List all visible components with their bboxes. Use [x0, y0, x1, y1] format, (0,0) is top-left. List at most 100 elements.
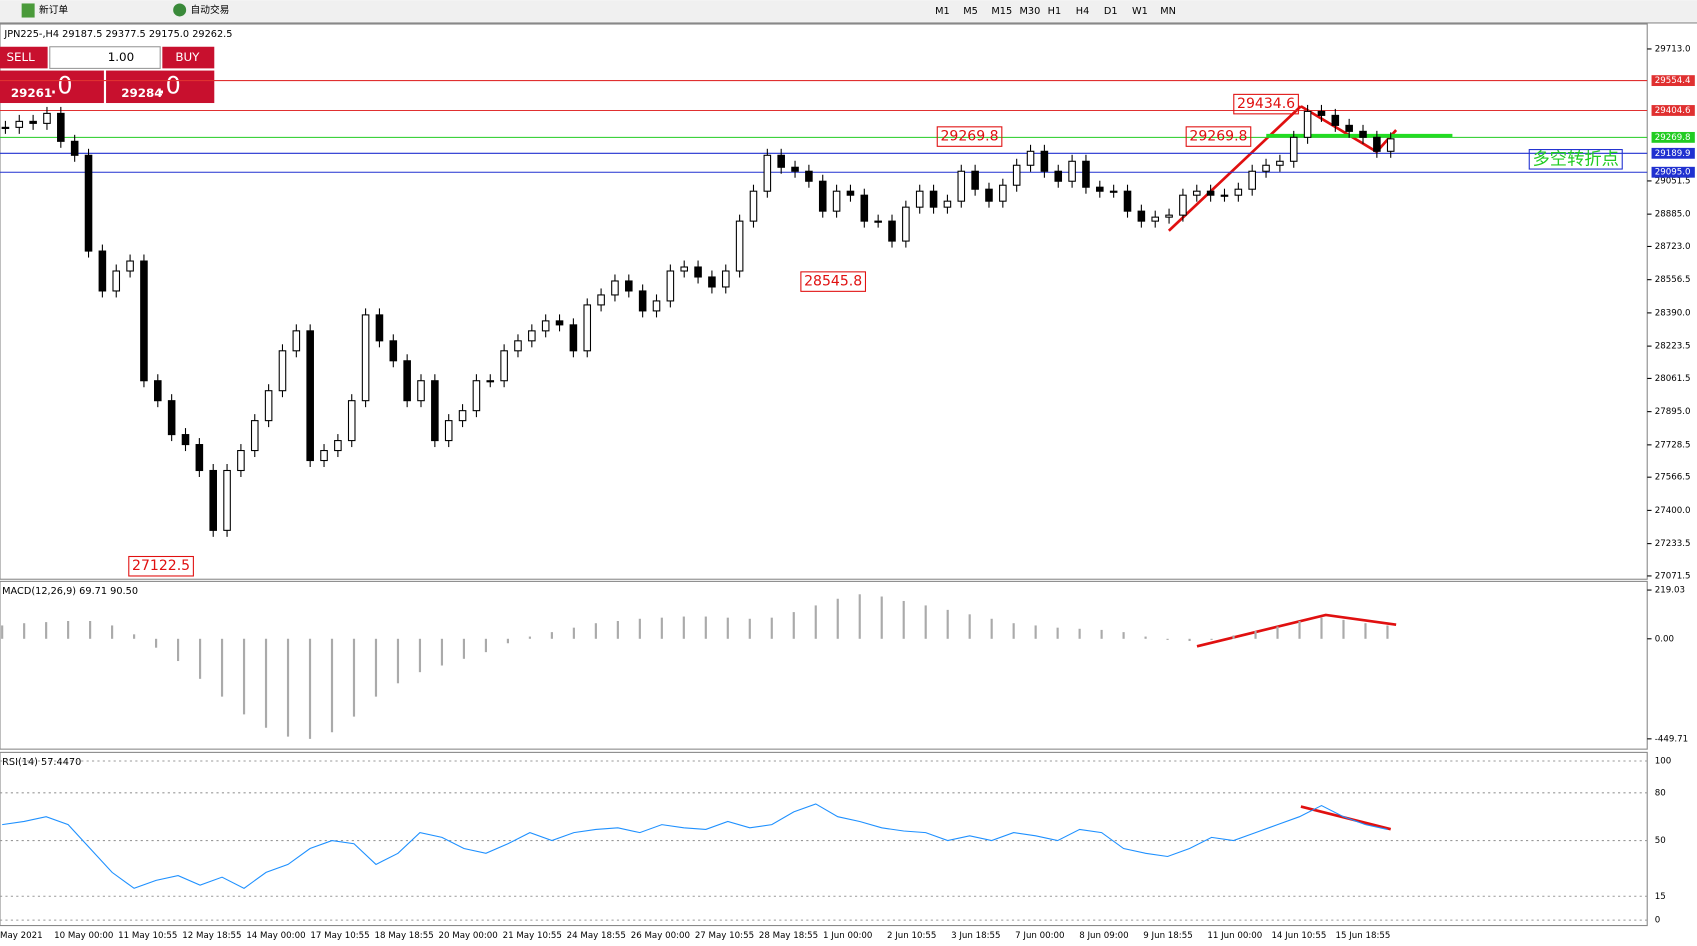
candle [209, 469, 217, 531]
timeframe[interactable]: MN [1160, 6, 1176, 17]
new-order[interactable]: 新订单 [39, 3, 68, 16]
candle [528, 330, 536, 342]
candle [514, 340, 522, 352]
candle [15, 120, 24, 128]
candle [1359, 130, 1367, 138]
level-tag [1651, 75, 1695, 87]
buy-label[interactable]: BUY [175, 50, 200, 64]
candle [112, 270, 121, 292]
x-tick-label: 9 Jun 18:55 [1143, 931, 1192, 941]
candle [888, 220, 896, 242]
y-tick-label: 28223.5 [1655, 342, 1691, 352]
candle [57, 112, 65, 142]
y-tick-label: 27728.5 [1655, 440, 1691, 450]
candle [29, 120, 37, 124]
candle [500, 350, 508, 382]
candle [708, 276, 716, 288]
candle [1179, 194, 1187, 216]
x-tick-label: 21 May 10:55 [503, 931, 562, 941]
y-tick-label: 27233.5 [1655, 539, 1691, 549]
sell-button[interactable] [0, 46, 48, 69]
candle [1220, 194, 1229, 197]
timeframe[interactable]: D1 [1104, 6, 1118, 17]
chart-header: JPN225-,H4 29187.5 29377.5 29175.0 29262… [3, 29, 232, 40]
candle [1248, 170, 1256, 190]
x-tick-label: 11 Jun 00:00 [1207, 931, 1262, 941]
candle [541, 320, 550, 332]
candle [805, 170, 813, 182]
timeframe[interactable]: H4 [1076, 6, 1090, 17]
level-tag [1651, 131, 1695, 143]
timeframe[interactable]: M5 [963, 6, 978, 17]
new-order-icon[interactable] [21, 3, 35, 18]
timeframe[interactable]: M30 [1019, 6, 1040, 17]
timeframe[interactable]: M1 [935, 6, 950, 17]
candle [985, 188, 993, 202]
timeframe[interactable]: H1 [1048, 6, 1062, 17]
x-tick-label: 7 Jun 00:00 [1015, 931, 1064, 941]
sell-label[interactable]: SELL [6, 50, 35, 64]
buy-button[interactable] [162, 46, 215, 69]
sell-pip[interactable]: .0 [50, 71, 73, 99]
candle [237, 450, 245, 472]
y-tick-label: 100 [1655, 756, 1672, 766]
y-tick-label: 28061.5 [1655, 374, 1691, 384]
lots[interactable]: 1.00 [108, 50, 134, 64]
y-tick-label: 80 [1655, 788, 1666, 798]
level-tag [1651, 166, 1695, 178]
auto-icon[interactable] [173, 3, 187, 17]
candle [1276, 160, 1284, 166]
candle [1262, 164, 1270, 172]
buy-price[interactable]: 29284 [121, 86, 162, 100]
candle [915, 190, 924, 208]
buy-price-box[interactable] [106, 70, 215, 104]
level-tag [1651, 147, 1695, 159]
candle [1068, 160, 1076, 182]
x-tick-label: 1 Jun 00:00 [823, 931, 872, 941]
x-tick-label: 27 May 10:55 [695, 931, 754, 941]
level-tag [1651, 105, 1695, 116]
candle [721, 270, 730, 288]
candle [818, 180, 827, 212]
annotation-box [1528, 149, 1623, 170]
candle [1289, 136, 1298, 162]
candle [680, 266, 688, 272]
candle [306, 330, 314, 462]
level-label: 29095.0 [1655, 168, 1691, 178]
candle [638, 290, 647, 312]
candle [1386, 138, 1395, 152]
candle [458, 410, 467, 422]
sell-price[interactable]: 29261 [11, 86, 52, 100]
candle [250, 420, 259, 452]
candle [999, 184, 1007, 202]
candle [486, 380, 495, 383]
annotation-box [800, 271, 867, 292]
timeframe[interactable]: W1 [1132, 6, 1148, 17]
main-chart [0, 23, 1648, 580]
x-tick-label: 11 May 10:55 [118, 931, 177, 941]
x-tick-label: 28 May 18:55 [759, 931, 818, 941]
candle [957, 170, 966, 202]
candle [1331, 114, 1340, 126]
lots-input[interactable] [49, 46, 161, 69]
candle [320, 450, 328, 462]
candle [763, 154, 772, 192]
x-tick-label: 17 May 10:55 [310, 931, 369, 941]
candle [1234, 188, 1243, 196]
annotation: 29434.6 [1237, 96, 1295, 112]
y-tick-label: 27895.0 [1655, 407, 1691, 417]
candle [181, 434, 190, 446]
timeframe[interactable]: M15 [991, 6, 1012, 17]
candle [735, 220, 744, 272]
buy-pip[interactable]: .0 [158, 71, 181, 99]
auto-trading[interactable]: 自动交易 [190, 3, 229, 16]
sell-price-box[interactable] [0, 70, 104, 104]
candle [555, 320, 564, 326]
candle [292, 330, 301, 352]
candle [223, 469, 231, 531]
candle [860, 194, 869, 222]
candle [943, 200, 952, 208]
candle [417, 380, 425, 402]
